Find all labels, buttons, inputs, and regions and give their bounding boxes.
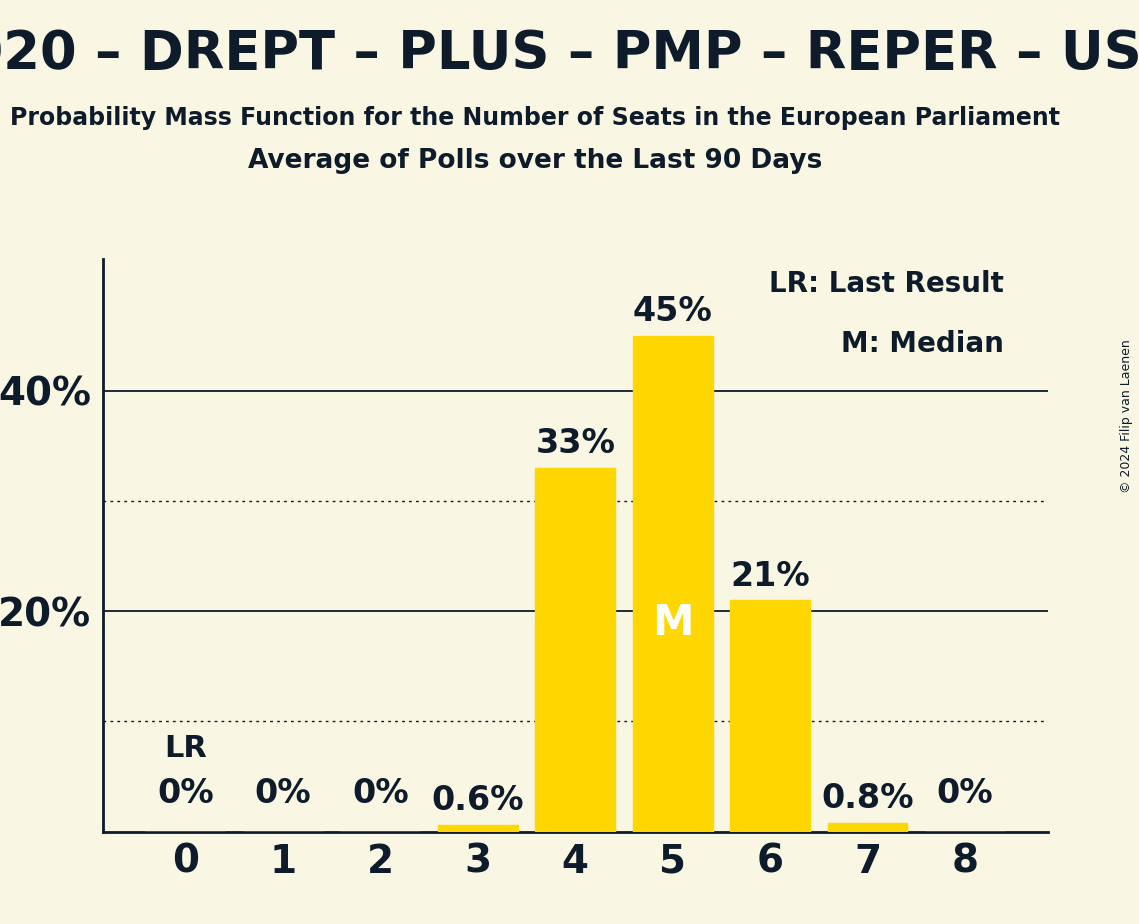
Text: © 2024 Filip van Laenen: © 2024 Filip van Laenen [1121, 339, 1133, 492]
Text: M: M [652, 602, 694, 644]
Text: A2020 – DREPT – PLUS – PMP – REPER – USR: A2020 – DREPT – PLUS – PMP – REPER – USR [0, 28, 1139, 79]
Text: 0%: 0% [254, 776, 311, 809]
Text: 0.8%: 0.8% [821, 782, 913, 815]
Text: LR: LR [164, 735, 207, 763]
Bar [437, 825, 518, 832]
Bar [535, 468, 615, 832]
Text: 0%: 0% [352, 776, 409, 809]
Text: 45%: 45% [633, 295, 713, 328]
Bar [632, 335, 713, 832]
Bar [828, 822, 908, 832]
Text: 33%: 33% [535, 427, 615, 460]
Text: M: Median: M: Median [841, 330, 1003, 359]
Text: 0.6%: 0.6% [432, 784, 524, 818]
Text: Average of Polls over the Last 90 Days: Average of Polls over the Last 90 Days [248, 148, 822, 174]
Text: Probability Mass Function for the Number of Seats in the European Parliament: Probability Mass Function for the Number… [10, 106, 1060, 130]
Text: LR: Last Result: LR: Last Result [769, 270, 1003, 298]
Text: 0%: 0% [936, 776, 993, 809]
Text: 0%: 0% [157, 776, 214, 809]
Text: 21%: 21% [730, 560, 810, 592]
Bar [730, 601, 810, 832]
